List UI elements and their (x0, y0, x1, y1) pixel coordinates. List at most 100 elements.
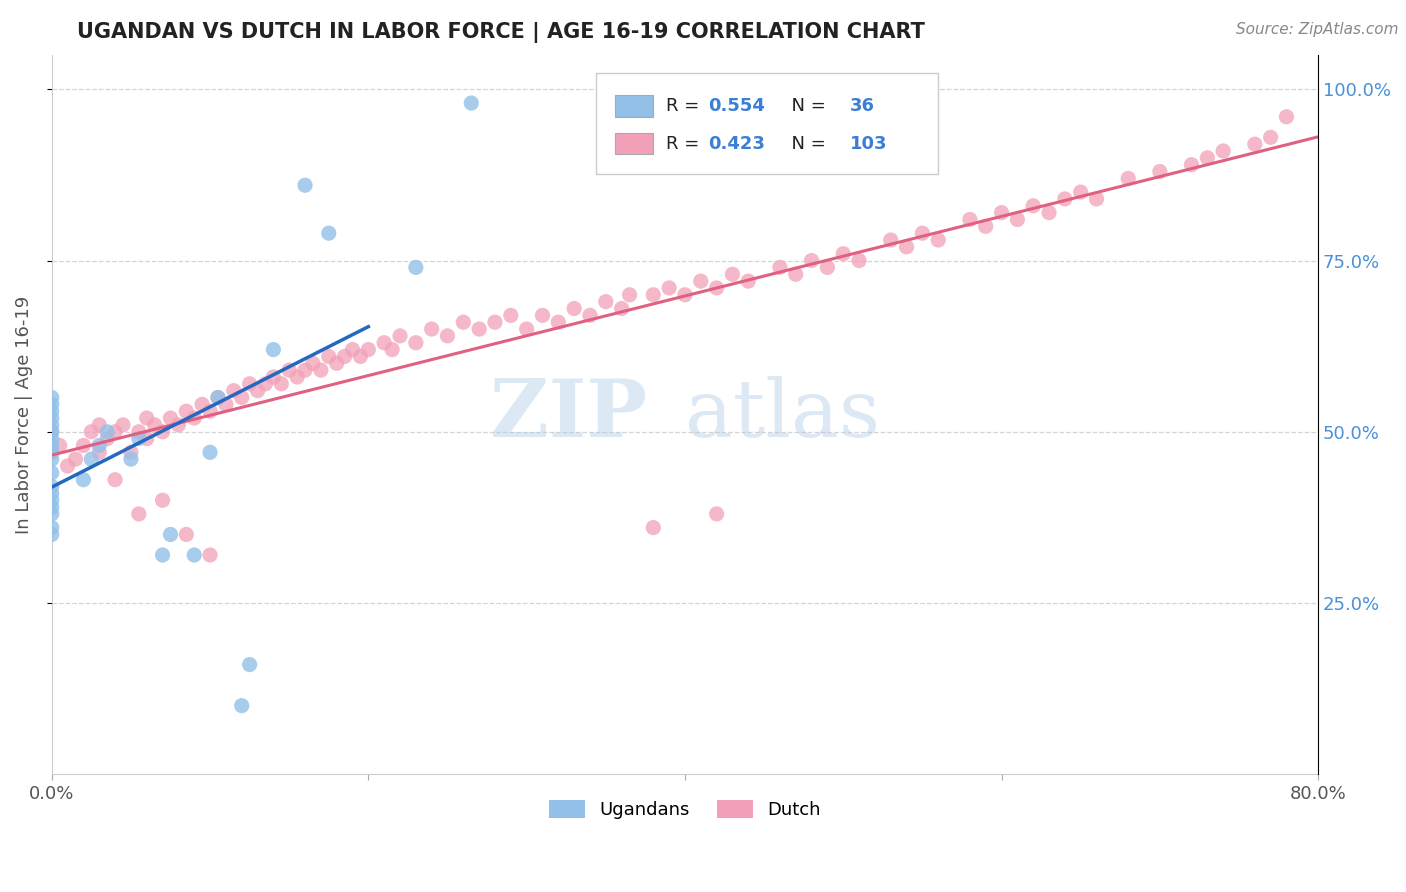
Point (56, 458, 79, 473)
Point (689, 274, 711, 288)
Point (120, 445, 142, 459)
Point (460, 96, 482, 111)
Point (927, 233, 949, 247)
Point (643, 287, 665, 301)
Point (231, 391, 253, 405)
Point (104, 425, 127, 439)
Point (1085, 192, 1108, 206)
Point (215, 397, 238, 411)
Point (135, 411, 157, 425)
Point (207, 391, 229, 405)
Point (673, 287, 696, 301)
Point (41, 507, 63, 521)
Point (333, 350, 356, 364)
Point (579, 309, 602, 323)
Point (388, 329, 411, 343)
Point (41, 425, 63, 439)
Point (1116, 171, 1139, 186)
Point (41, 397, 63, 411)
Point (643, 520, 665, 534)
Point (349, 350, 371, 364)
Point (896, 240, 918, 254)
Point (453, 315, 475, 329)
Point (436, 329, 458, 343)
Point (342, 343, 364, 357)
Text: N =: N = (780, 135, 831, 153)
Point (595, 294, 617, 309)
Point (1260, 130, 1282, 145)
Point (198, 548, 221, 562)
Point (1022, 199, 1045, 213)
Point (499, 309, 522, 323)
Point (198, 404, 221, 418)
Point (159, 411, 181, 425)
Point (911, 226, 934, 240)
Point (41, 452, 63, 467)
Point (990, 205, 1012, 219)
Text: R =: R = (666, 135, 704, 153)
Point (89, 417, 111, 432)
Point (41, 391, 63, 405)
Point (318, 226, 340, 240)
Point (1053, 192, 1076, 206)
Text: 36: 36 (849, 97, 875, 115)
FancyBboxPatch shape (596, 73, 938, 174)
Point (262, 343, 284, 357)
Point (619, 287, 641, 301)
Point (96, 425, 118, 439)
Point (41, 520, 63, 534)
Point (111, 417, 134, 432)
Point (254, 376, 277, 391)
Point (48, 438, 70, 452)
Point (285, 370, 308, 384)
Point (815, 260, 838, 275)
Point (128, 425, 150, 439)
Point (246, 384, 269, 398)
Point (41, 486, 63, 500)
Point (41, 479, 63, 493)
Point (262, 370, 284, 384)
Point (41, 445, 63, 459)
Point (239, 376, 262, 391)
Point (848, 253, 870, 268)
Point (41, 527, 63, 541)
Point (1275, 110, 1298, 124)
Point (231, 698, 253, 713)
Point (41, 438, 63, 452)
Point (800, 253, 823, 268)
Point (610, 301, 633, 316)
Point (96, 432, 118, 446)
Text: R =: R = (666, 97, 704, 115)
Point (89, 445, 111, 459)
Point (41, 425, 63, 439)
Point (159, 527, 181, 541)
Point (278, 363, 301, 377)
Point (167, 417, 190, 432)
Point (357, 343, 380, 357)
Legend: Ugandans, Dutch: Ugandans, Dutch (541, 792, 828, 826)
Point (547, 315, 569, 329)
Point (785, 267, 807, 281)
FancyBboxPatch shape (616, 95, 654, 117)
Point (152, 493, 174, 508)
Point (706, 281, 728, 295)
Text: 0.554: 0.554 (707, 97, 765, 115)
FancyBboxPatch shape (616, 133, 654, 154)
Text: UGANDAN VS DUTCH IN LABOR FORCE | AGE 16-19 CORRELATION CHART: UGANDAN VS DUTCH IN LABOR FORCE | AGE 16… (77, 22, 925, 44)
Point (318, 350, 340, 364)
Text: 103: 103 (849, 135, 887, 153)
Point (1007, 212, 1029, 227)
Point (880, 233, 903, 247)
Point (405, 335, 427, 350)
Point (222, 384, 245, 398)
Point (294, 363, 316, 377)
Point (1212, 144, 1234, 158)
Point (516, 322, 538, 336)
Point (41, 500, 63, 514)
Point (325, 356, 347, 370)
Point (1180, 158, 1202, 172)
Point (152, 548, 174, 562)
Point (1197, 151, 1219, 165)
Point (302, 356, 325, 370)
Point (72, 438, 94, 452)
